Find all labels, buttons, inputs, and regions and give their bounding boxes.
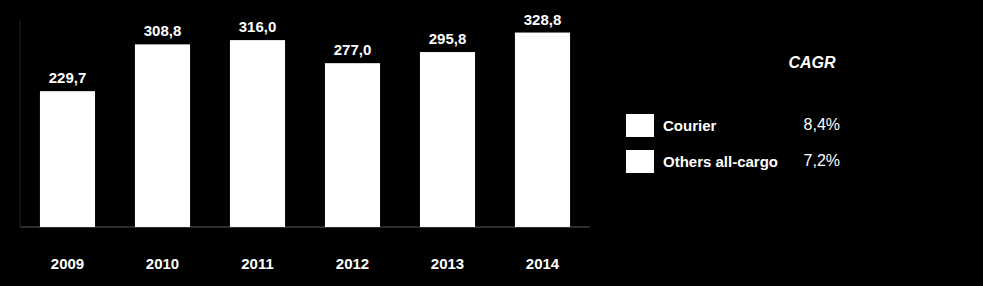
data-label: 308,8	[144, 22, 182, 39]
legend-value: 8,4%	[804, 116, 840, 133]
chart-svg: 229,7 2009 308,8 2010 316,0 2011 277,0 2012 295,…	[0, 0, 983, 286]
data-label: 316,0	[239, 18, 277, 35]
background	[0, 0, 983, 286]
chart-container: 229,7 2009 308,8 2010 316,0 2011 277,0 2012 295,…	[0, 0, 983, 286]
bar	[135, 44, 190, 227]
x-tick-label: 2010	[146, 255, 179, 272]
bar	[515, 33, 570, 227]
data-label: 295,8	[429, 30, 467, 47]
legend-label: Courier	[663, 117, 717, 134]
x-tick-label: 2014	[526, 255, 560, 272]
x-tick-label: 2012	[336, 255, 369, 272]
legend-title: CAGR	[788, 54, 836, 71]
data-label: 277,0	[334, 41, 372, 58]
bar	[40, 91, 95, 227]
y-axis-line	[20, 20, 21, 227]
legend-swatch	[626, 150, 654, 173]
bar	[420, 52, 475, 227]
x-tick-label: 2011	[241, 255, 274, 272]
data-label: 328,8	[524, 11, 562, 28]
x-axis-line	[20, 227, 590, 228]
x-tick-label: 2013	[431, 255, 464, 272]
legend-value: 7,2%	[804, 152, 840, 169]
bar	[230, 40, 285, 227]
x-tick-label: 2009	[51, 255, 84, 272]
bars	[40, 33, 570, 227]
bar	[325, 63, 380, 227]
legend-swatch	[626, 114, 654, 137]
legend-label: Others all-cargo	[663, 153, 778, 170]
data-label: 229,7	[49, 69, 87, 86]
